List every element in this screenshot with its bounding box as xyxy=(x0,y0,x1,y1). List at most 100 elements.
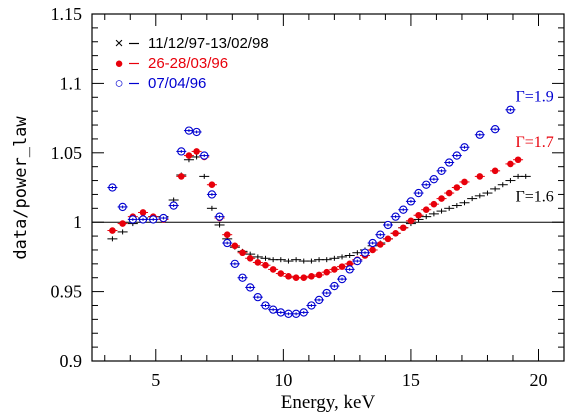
data-point xyxy=(405,197,416,206)
data-point xyxy=(237,249,248,257)
data-point xyxy=(206,205,217,211)
tick-labels: 5 10 15 20 0.9 0.95 1 1.05 1.1 1.15 xyxy=(51,4,548,390)
data-point xyxy=(459,200,470,206)
data-point xyxy=(344,260,355,268)
data-point xyxy=(413,211,424,219)
data-point xyxy=(444,158,455,167)
data-point xyxy=(275,257,286,263)
data-point xyxy=(107,227,118,234)
data-point xyxy=(428,175,439,184)
data-point xyxy=(482,190,493,196)
y-tick-label: 0.9 xyxy=(60,351,83,371)
data-point xyxy=(191,127,202,137)
data-point xyxy=(117,220,128,227)
y-tick-label: 1.15 xyxy=(51,4,83,24)
data-point xyxy=(451,203,462,209)
data-point xyxy=(490,125,501,134)
data-point xyxy=(283,258,294,264)
x-tick-label: 5 xyxy=(151,370,160,390)
data-point xyxy=(291,309,302,318)
data-point xyxy=(117,229,128,235)
data-point xyxy=(375,241,386,248)
data-point xyxy=(436,208,447,214)
data-point xyxy=(490,186,501,192)
gamma-label: Γ=1.6 xyxy=(516,188,554,205)
data-point xyxy=(329,266,340,273)
data-point xyxy=(107,183,118,192)
axis-ticks xyxy=(92,13,565,362)
data-point xyxy=(505,160,516,168)
data-point xyxy=(158,213,169,223)
data-point xyxy=(306,301,317,310)
data-point xyxy=(138,209,149,216)
data-point xyxy=(459,143,470,152)
data-point xyxy=(260,261,271,269)
data-point xyxy=(436,166,447,175)
x-tick-label: 20 xyxy=(529,370,547,390)
data-point xyxy=(513,156,524,164)
data-point xyxy=(275,270,286,277)
data-point xyxy=(382,220,393,230)
annotations: Γ=1.9 Γ=1.7 Γ=1.6 xyxy=(516,88,554,205)
data-point xyxy=(214,222,225,228)
data-point xyxy=(490,167,501,175)
data-point xyxy=(283,309,294,318)
legend-label: 11/12/97-13/02/98 xyxy=(148,35,269,52)
legend-marker: × xyxy=(115,35,124,52)
data-point xyxy=(252,259,263,266)
data-point xyxy=(191,148,202,155)
data-point xyxy=(459,178,470,186)
data-point xyxy=(382,235,393,243)
y-tick-label: 1.05 xyxy=(51,143,83,163)
data-point xyxy=(428,200,439,208)
data-point xyxy=(260,255,271,261)
data-point xyxy=(283,273,294,280)
legend-marker: ○ xyxy=(114,75,123,92)
data-point xyxy=(206,190,217,199)
y-axis-label: data/power_law xyxy=(11,116,31,260)
data-point xyxy=(321,257,332,263)
data-point xyxy=(298,274,309,282)
data-point xyxy=(451,151,462,160)
y-tick-label: 1 xyxy=(73,212,82,232)
gamma-label: Γ=1.9 xyxy=(516,88,554,105)
data-point xyxy=(107,236,118,242)
data-point xyxy=(520,173,531,179)
data-point xyxy=(306,273,317,280)
data-point xyxy=(436,195,447,202)
data-point xyxy=(352,256,363,266)
data-point xyxy=(321,268,332,276)
data-point xyxy=(252,254,263,260)
data-point xyxy=(245,283,256,292)
data-point xyxy=(337,274,348,284)
gamma-label: Γ=1.7 xyxy=(516,134,554,151)
data-point xyxy=(268,305,279,314)
data-point xyxy=(321,288,332,298)
data-point xyxy=(148,215,159,224)
data-point xyxy=(451,184,462,191)
data-point xyxy=(405,217,416,225)
data-point xyxy=(467,196,478,202)
data-point xyxy=(298,308,309,317)
data-point xyxy=(314,295,325,305)
data-point xyxy=(337,254,348,260)
data-point xyxy=(390,230,401,237)
plot-frame xyxy=(91,13,565,362)
series-3 xyxy=(107,105,516,318)
x-axis-label: Energy, keV xyxy=(281,392,376,413)
x-tick-label: 10 xyxy=(274,370,292,390)
data-point xyxy=(229,242,240,250)
data-point xyxy=(206,181,217,189)
legend: × 11/12/97-13/02/98 ● 26-28/03/96 ○ 07/04/96 xyxy=(114,35,268,92)
data-series xyxy=(107,105,531,318)
data-point xyxy=(229,259,240,268)
data-point xyxy=(306,258,317,264)
data-point xyxy=(344,265,355,274)
data-point xyxy=(505,178,516,184)
data-point xyxy=(252,293,263,302)
data-point xyxy=(117,202,128,212)
data-point xyxy=(275,308,286,317)
data-point xyxy=(329,255,340,261)
data-point xyxy=(375,230,386,239)
